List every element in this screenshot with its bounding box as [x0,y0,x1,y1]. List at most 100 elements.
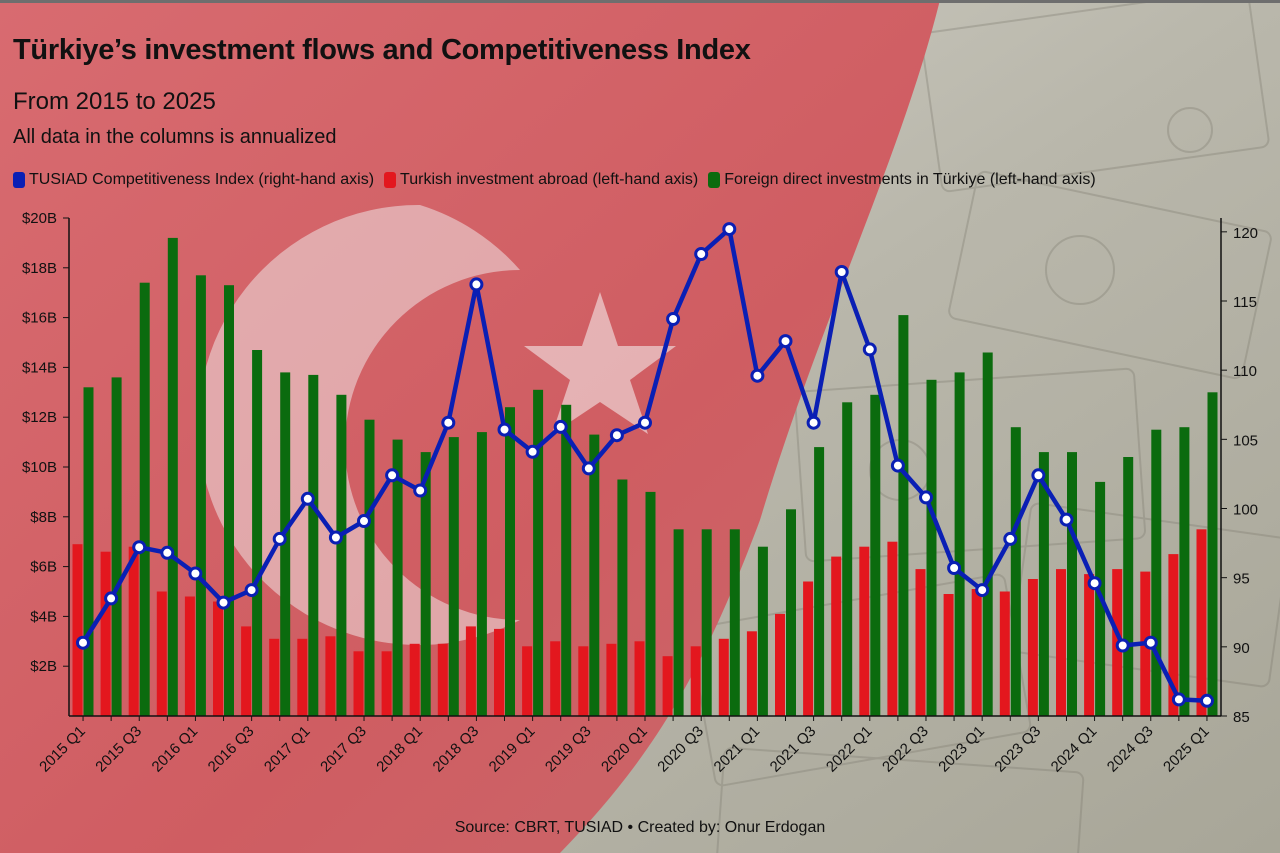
legend-label-abroad: Turkish investment abroad (left-hand axi… [400,171,699,188]
bar-turkish-investment-abroad [522,646,533,716]
bar-fdi-in-turkiye [898,315,909,716]
x-axis-tick-label: 2022 Q1 [823,723,876,776]
bar-fdi-in-turkiye [392,439,403,716]
bar-turkish-investment-abroad [915,569,926,716]
bar-turkish-investment-abroad [1056,569,1066,716]
bar-fdi-in-turkiye [448,437,459,716]
point-competitiveness-index [272,531,287,546]
left-axis-tick-label: $14B [22,359,57,376]
bar-fdi-in-turkiye [111,377,122,716]
bar-fdi-in-turkiye [533,389,544,716]
bar-turkish-investment-abroad [775,613,785,716]
bar-turkish-investment-abroad [325,636,336,716]
bar-turkish-investment-abroad [100,551,111,716]
bar-turkish-investment-abroad [1196,529,1207,717]
bar-turkish-investment-abroad [690,646,701,716]
bar-fdi-in-turkiye [420,452,431,716]
bar-fdi-in-turkiye [1123,457,1134,716]
point-competitiveness-index [553,419,568,434]
point-competitiveness-index [975,583,990,598]
bar-fdi-in-turkiye [561,404,572,717]
point-competitiveness-index [890,458,905,473]
point-competitiveness-index [216,595,231,610]
legend-item-fdi: Foreign direct investments in Türkiye (l… [708,171,1096,189]
point-competitiveness-index [609,428,624,443]
point-competitiveness-index [778,334,793,349]
legend-swatch-index [13,172,25,188]
left-axis-tick-label: $4B [30,608,57,625]
legend-swatch-abroad [384,172,397,188]
point-competitiveness-index [750,368,765,383]
bar-turkish-investment-abroad [662,656,673,716]
point-competitiveness-index [497,422,512,437]
point-competitiveness-index [1171,692,1186,707]
bar-turkish-investment-abroad [831,556,842,716]
bar-turkish-investment-abroad [943,594,954,716]
bar-turkish-investment-abroad [241,626,252,716]
x-axis-tick-label: 2020 Q3 [654,723,707,776]
bar-fdi-in-turkiye [224,285,234,716]
bar-fdi-in-turkiye [252,350,263,716]
left-axis-tick-label: $18B [22,260,57,277]
x-axis-tick-label: 2019 Q3 [542,723,595,776]
bar-fdi-in-turkiye [1067,452,1077,716]
bar-turkish-investment-abroad [578,646,589,716]
bar-fdi-in-turkiye [280,372,291,716]
legend-label-index: TUSIAD Competitiveness Index (right-hand… [29,171,375,188]
x-axis-tick-label: 2020 Q1 [598,723,651,776]
x-axis-tick-label: 2021 Q3 [767,723,820,776]
point-competitiveness-index [1003,531,1018,546]
point-competitiveness-index [722,222,737,237]
point-competitiveness-index [1059,512,1074,527]
left-axis-tick-label: $10B [22,459,57,476]
bar-fdi-in-turkiye [870,394,881,716]
point-competitiveness-index [638,415,652,430]
legend-item-index: TUSIAD Competitiveness Index (right-hand… [13,171,374,189]
point-competitiveness-index [188,566,203,581]
point-competitiveness-index [1031,468,1046,483]
bar-turkish-investment-abroad [634,641,645,716]
point-competitiveness-index [441,415,456,430]
bar-fdi-in-turkiye [167,237,178,716]
bar-fdi-in-turkiye [1179,427,1190,716]
bar-turkish-investment-abroad [465,626,476,716]
point-competitiveness-index [666,312,681,326]
bar-turkish-investment-abroad [1027,579,1038,716]
right-axis-tick-label: 95 [1233,571,1250,588]
bar-fdi-in-turkiye [645,491,656,716]
bar-turkish-investment-abroad [718,638,729,716]
right-axis-tick-label: 115 [1233,294,1257,311]
x-axis-tick-label: 2023 Q1 [935,723,988,776]
point-competitiveness-index [132,540,147,555]
point-competitiveness-index [947,561,962,575]
point-competitiveness-index [581,461,596,476]
legend-swatch-fdi [708,172,721,188]
bar-fdi-in-turkiye [308,374,319,716]
top-border [0,0,1280,3]
bar-fdi-in-turkiye [757,546,768,716]
x-axis-tick-label: 2018 Q3 [430,723,483,776]
bar-fdi-in-turkiye [336,394,347,716]
bar-fdi-in-turkiye [982,352,993,716]
right-axis-tick-label: 110 [1233,363,1257,380]
bar-turkish-investment-abroad [213,601,223,716]
point-competitiveness-index [385,468,400,483]
x-axis-tick-label: 2018 Q1 [373,723,426,776]
bar-fdi-in-turkiye [786,509,796,716]
chart-note: All data in the columns is annualized [13,126,337,148]
bar-turkish-investment-abroad [999,591,1010,716]
point-competitiveness-index [244,583,259,598]
bar-fdi-in-turkiye [589,434,600,716]
x-axis-tick-label: 2016 Q3 [205,723,258,776]
point-competitiveness-index [694,247,709,261]
point-competitiveness-index [862,342,877,357]
line-competitiveness-index [80,226,1210,704]
right-axis-tick-label: 120 [1233,225,1258,242]
x-axis-tick-label: 2016 Q1 [149,723,202,776]
x-axis-tick-label: 2015 Q1 [36,723,89,776]
point-competitiveness-index [76,635,90,650]
bar-turkish-investment-abroad [1084,574,1095,716]
bar-fdi-in-turkiye [1010,427,1021,716]
bar-turkish-investment-abroad [494,628,504,716]
